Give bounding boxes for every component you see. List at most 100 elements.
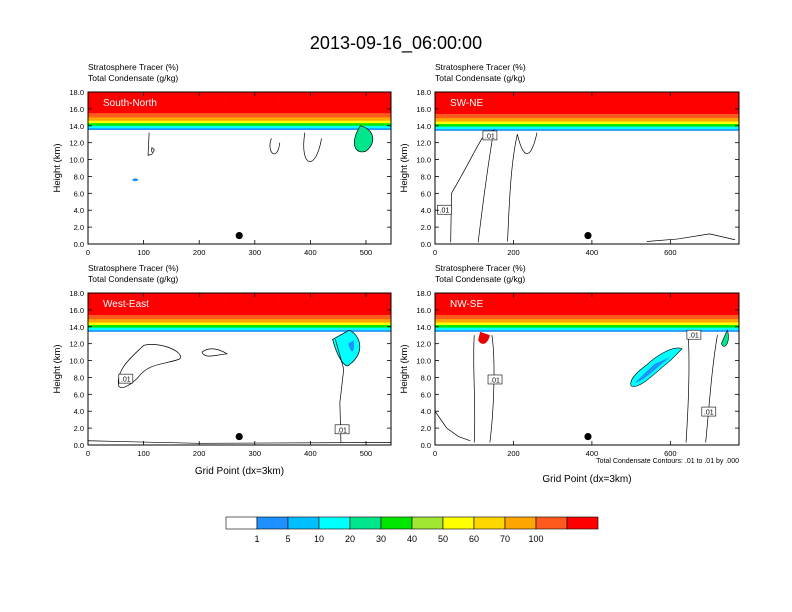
y-axis-label: Height (km): [52, 143, 63, 192]
y-tick-label: 8.0: [421, 172, 431, 181]
x-tick-label: 500: [360, 449, 373, 458]
contour-label-box: [701, 406, 717, 417]
tracer-band-5: [435, 112, 739, 119]
condensate-contour: [88, 440, 391, 444]
x-tick-label: 400: [586, 248, 599, 257]
contour-label: .01: [704, 410, 714, 417]
colorbar-label: 60: [469, 534, 479, 544]
colorbar-label: 20: [345, 534, 355, 544]
panel-west-east: .01 .01 West-East Stratosphere Tracer (%)To…: [52, 263, 392, 477]
contour-label: .01: [689, 333, 699, 340]
y-tick-label: 0.0: [74, 441, 84, 450]
condensate-contour: [646, 233, 736, 242]
condensate-spot: [132, 178, 139, 182]
condensate-cell: [721, 329, 729, 347]
plot-area: .01 .01 .01: [435, 293, 739, 443]
x-tick-label: 100: [137, 449, 150, 458]
colorbar-swatch: [256, 516, 289, 530]
tracer-band-4: [88, 115, 391, 121]
tracer-band-1: [88, 325, 391, 331]
y-tick-label: 6.0: [74, 390, 84, 399]
x-axis-label: Grid Point (dx=3km): [195, 466, 284, 477]
y-tick-label: 6.0: [74, 189, 84, 198]
y-tick-label: 2.0: [74, 424, 84, 433]
y-tick-label: 14.0: [69, 323, 84, 332]
colorbar-swatch: [535, 516, 568, 530]
tracer-band-3: [435, 320, 739, 326]
contour-label-box: [686, 329, 702, 340]
panel-title-line: Total Condensate (g/kg): [435, 73, 525, 83]
colorbar-label: 30: [376, 534, 386, 544]
tracer-band-3: [88, 119, 391, 124]
tracer-band-2: [435, 122, 739, 127]
y-tick-label: 0.0: [74, 240, 84, 249]
x-tick-label: 300: [249, 248, 262, 257]
panel-sw-ne: .01 .01 SW-NE Stratosphere Tracer (%)Total …: [399, 62, 740, 257]
condensate-contour: [303, 132, 322, 162]
x-tick-label: 300: [249, 449, 262, 458]
location-marker: [235, 231, 243, 240]
panel-title-line: Total Condensate (g/kg): [88, 73, 178, 83]
condensate-contour: [151, 147, 155, 153]
plot-frame: [434, 292, 740, 446]
tracer-band-2: [435, 323, 739, 328]
contour-label: .01: [337, 427, 347, 434]
tracer-band-1: [88, 124, 391, 129]
tracer-band-4: [435, 317, 739, 323]
y-tick-label: 4.0: [421, 407, 431, 416]
colorbar-swatch: [225, 516, 258, 530]
y-axis-label: Height (km): [52, 344, 63, 393]
colorbar-swatch: [318, 516, 351, 530]
panel-title-line: Stratosphere Tracer (%): [88, 263, 179, 273]
condensate-cell: [332, 329, 361, 367]
plot-area: .01 .01: [435, 92, 739, 243]
x-tick-label: 600: [664, 449, 677, 458]
y-tick-label: 10.0: [69, 357, 84, 366]
colorbar-swatch: [411, 516, 444, 530]
location-marker: [235, 432, 243, 441]
plot-frame: [434, 91, 740, 245]
y-tick-label: 2.0: [74, 223, 84, 232]
y-tick-label: 8.0: [421, 373, 431, 382]
tracer-band-1: [435, 325, 739, 331]
y-tick-label: 2.0: [421, 424, 431, 433]
plot-area: [88, 92, 391, 240]
contour-label: .01: [490, 377, 500, 384]
contour-label: .01: [485, 133, 495, 140]
x-tick-label: 0: [86, 248, 90, 257]
panel-title-line: Stratosphere Tracer (%): [88, 62, 179, 72]
y-tick-label: 10.0: [416, 357, 431, 366]
condensate-cell: [478, 331, 490, 344]
panel-title-line: Total Condensate (g/kg): [88, 274, 178, 284]
condensate-cell: [354, 125, 374, 153]
condensate-contour: [201, 348, 229, 357]
contour-label-box: [437, 204, 452, 215]
y-tick-label: 18.0: [69, 289, 84, 298]
y-tick-label: 8.0: [74, 172, 84, 181]
y-axis-label: Height (km): [399, 344, 410, 393]
y-tick-label: 12.0: [416, 340, 431, 349]
colorbar-swatch: [287, 516, 320, 530]
x-tick-label: 400: [586, 449, 599, 458]
contour-label: .01: [440, 208, 450, 215]
panel-label: SW-NE: [450, 98, 483, 109]
tracer-band-3: [88, 320, 391, 326]
x-tick-label: 200: [507, 449, 520, 458]
y-tick-label: 12.0: [69, 340, 84, 349]
condensate-core: [635, 357, 671, 383]
y-tick-label: 2.0: [421, 223, 431, 232]
y-axis-label: Height (km): [399, 143, 410, 192]
tracer-band-4: [88, 317, 391, 323]
condensate-contour: [450, 129, 495, 243]
plot-frame: [87, 91, 392, 245]
y-tick-label: 4.0: [74, 206, 84, 215]
panel-label: South-North: [103, 98, 157, 109]
panel-title-line: Total Condensate (g/kg): [435, 274, 525, 284]
y-tick-label: 18.0: [69, 88, 84, 97]
figure-title: 2013-09-16_06:00:00: [310, 33, 482, 54]
panel-label: NW-SE: [450, 299, 483, 310]
y-tick-label: 0.0: [421, 441, 431, 450]
x-tick-label: 400: [304, 248, 317, 257]
x-tick-label: 0: [86, 449, 90, 458]
plot-frame: [87, 292, 392, 446]
